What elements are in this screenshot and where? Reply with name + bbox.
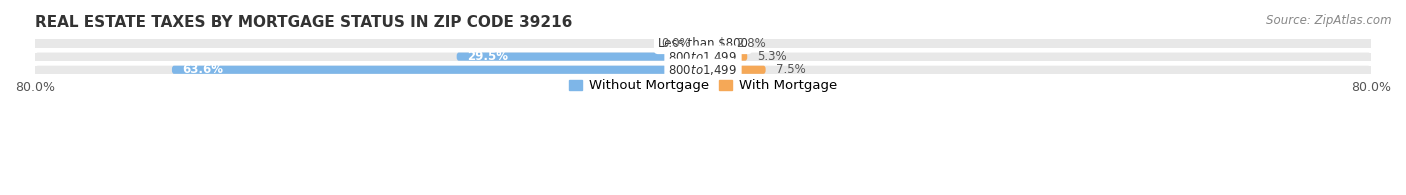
FancyBboxPatch shape (699, 39, 703, 48)
Text: $800 to $1,499: $800 to $1,499 (668, 63, 738, 77)
FancyBboxPatch shape (35, 52, 1371, 61)
FancyBboxPatch shape (172, 66, 703, 74)
FancyBboxPatch shape (703, 52, 747, 61)
FancyBboxPatch shape (457, 52, 703, 61)
Text: 7.5%: 7.5% (776, 63, 806, 76)
Text: $800 to $1,499: $800 to $1,499 (668, 50, 738, 64)
FancyBboxPatch shape (703, 66, 766, 74)
Text: 2.8%: 2.8% (737, 37, 766, 50)
Text: Less than $800: Less than $800 (658, 37, 748, 50)
Legend: Without Mortgage, With Mortgage: Without Mortgage, With Mortgage (564, 74, 842, 98)
FancyBboxPatch shape (35, 66, 1371, 74)
Text: Source: ZipAtlas.com: Source: ZipAtlas.com (1267, 14, 1392, 27)
Bar (35, 39, 1371, 48)
FancyBboxPatch shape (703, 39, 727, 48)
Text: 0.0%: 0.0% (661, 37, 690, 50)
Text: 29.5%: 29.5% (467, 50, 508, 63)
Text: REAL ESTATE TAXES BY MORTGAGE STATUS IN ZIP CODE 39216: REAL ESTATE TAXES BY MORTGAGE STATUS IN … (35, 15, 572, 30)
Text: 63.6%: 63.6% (181, 63, 224, 76)
Bar (35, 66, 1371, 74)
Bar (35, 52, 1371, 61)
FancyBboxPatch shape (35, 39, 1371, 48)
Text: 5.3%: 5.3% (758, 50, 787, 63)
